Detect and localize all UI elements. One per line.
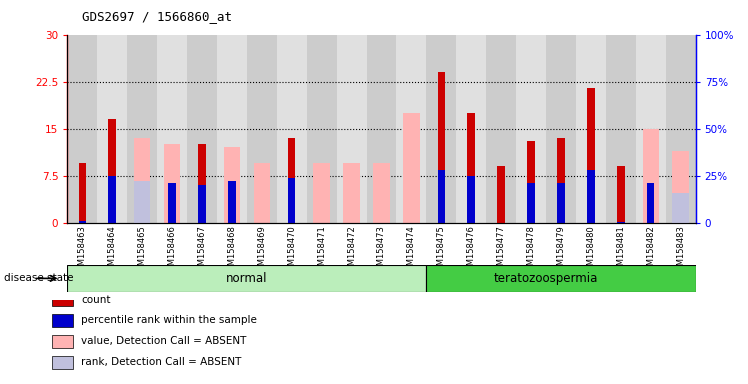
Bar	[187, 35, 217, 223]
Text: rank, Detection Call = ABSENT: rank, Detection Call = ABSENT	[81, 358, 242, 367]
Bar	[217, 35, 247, 223]
Bar	[157, 35, 187, 223]
Bar	[198, 185, 206, 223]
Bar	[307, 35, 337, 223]
Bar	[288, 177, 295, 223]
Bar	[288, 138, 295, 223]
Text: GDS2697 / 1566860_at: GDS2697 / 1566860_at	[82, 10, 233, 23]
Bar	[313, 163, 330, 223]
Bar	[617, 166, 625, 223]
Bar	[606, 35, 636, 223]
Bar	[108, 119, 116, 223]
Bar	[67, 265, 426, 292]
Bar	[108, 176, 116, 223]
Bar	[456, 35, 486, 223]
Bar	[343, 163, 360, 223]
Bar	[373, 163, 390, 223]
Bar	[426, 265, 696, 292]
Bar	[666, 35, 696, 223]
Bar	[672, 151, 689, 223]
Bar	[337, 35, 367, 223]
Bar	[546, 35, 576, 223]
Text: percentile rank within the sample: percentile rank within the sample	[81, 316, 257, 326]
Bar	[67, 35, 97, 223]
Bar	[468, 176, 475, 223]
Bar	[497, 166, 505, 223]
Bar	[527, 141, 535, 223]
Bar	[134, 181, 150, 223]
Text: disease state: disease state	[4, 273, 73, 283]
Bar	[367, 35, 396, 223]
Bar	[127, 35, 157, 223]
Bar	[134, 138, 150, 223]
Bar	[277, 35, 307, 223]
Bar	[587, 88, 595, 223]
Bar	[403, 113, 420, 223]
Bar	[617, 222, 625, 223]
Bar	[254, 163, 270, 223]
Bar	[587, 170, 595, 223]
Bar	[557, 138, 565, 223]
Bar	[164, 144, 180, 223]
Bar	[468, 113, 475, 223]
Bar	[52, 314, 73, 327]
Bar	[97, 35, 127, 223]
Text: count: count	[81, 295, 111, 305]
Bar	[198, 144, 206, 223]
Bar	[52, 356, 73, 369]
Bar	[247, 35, 277, 223]
Bar	[438, 72, 445, 223]
Bar	[79, 163, 86, 223]
Bar	[228, 181, 236, 223]
Bar	[486, 35, 516, 223]
Bar	[52, 293, 73, 306]
Bar	[516, 35, 546, 223]
Bar	[396, 35, 426, 223]
Text: value, Detection Call = ABSENT: value, Detection Call = ABSENT	[81, 336, 247, 346]
Bar	[79, 221, 86, 223]
Bar	[426, 35, 456, 223]
Bar	[643, 129, 659, 223]
Bar	[672, 193, 689, 223]
Text: teratozoospermia: teratozoospermia	[494, 272, 598, 285]
Bar	[168, 183, 176, 223]
Bar	[576, 35, 606, 223]
Bar	[636, 35, 666, 223]
Bar	[557, 183, 565, 223]
Bar	[438, 170, 445, 223]
Bar	[224, 147, 240, 223]
Bar	[647, 183, 654, 223]
Bar	[52, 335, 73, 348]
Bar	[527, 183, 535, 223]
Text: normal: normal	[226, 272, 268, 285]
